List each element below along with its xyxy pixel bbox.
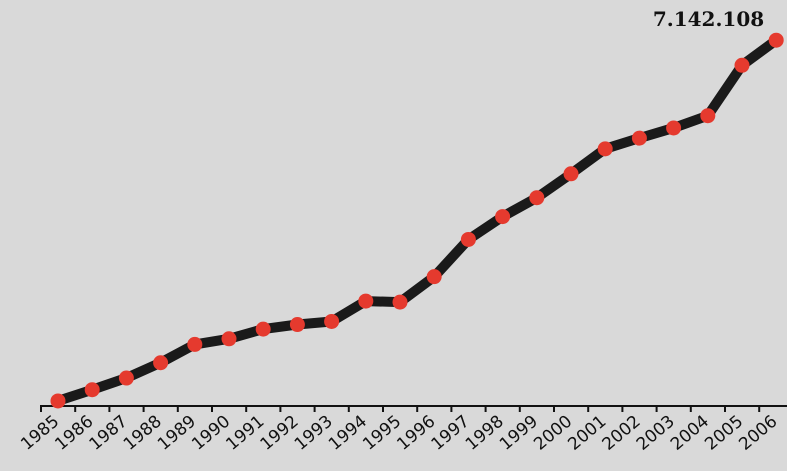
x-tick-label: 2004 (667, 412, 713, 455)
data-point-1987 (118, 370, 134, 386)
data-point-1994 (358, 293, 374, 309)
x-tick-label: 1986 (51, 412, 97, 455)
x-tick-label: 2000 (530, 412, 576, 455)
data-point-1986 (84, 382, 100, 398)
data-point-1992 (289, 317, 305, 333)
x-tick-label: 1988 (120, 412, 166, 455)
x-tick-label: 2005 (701, 412, 747, 455)
x-tick-label: 1999 (496, 412, 542, 455)
data-point-2006 (768, 32, 784, 48)
x-tick-label: 1990 (188, 412, 234, 455)
x-tick-label: 1997 (428, 412, 474, 455)
data-point-1998 (495, 209, 511, 225)
x-tick-label: 1993 (291, 412, 337, 455)
x-tick-label: 2006 (735, 412, 781, 455)
series-line (53, 35, 782, 406)
data-point-2005 (734, 57, 750, 73)
x-tick-label: 2002 (599, 412, 645, 455)
data-point-group (50, 32, 784, 409)
data-point-1990 (221, 331, 237, 347)
data-label-2006: 7.142.108 (653, 7, 764, 31)
x-tick-label: 1987 (86, 412, 132, 455)
x-tick-label: 2003 (633, 412, 679, 455)
data-point-1989 (187, 336, 203, 352)
data-point-1996 (426, 269, 442, 285)
x-tick-label: 1996 (393, 412, 439, 455)
data-point-1999 (529, 190, 545, 206)
data-point-2003 (666, 120, 682, 136)
series-line-group (53, 35, 782, 406)
x-tick-label: 2001 (564, 412, 610, 455)
x-tick-label: 1994 (325, 412, 371, 455)
data-point-1995 (392, 294, 408, 310)
data-point-2002 (631, 130, 647, 146)
x-tick-label: 1992 (257, 412, 303, 455)
data-point-1991 (255, 321, 271, 337)
x-tick-label: 1985 (17, 412, 63, 455)
data-point-1988 (153, 355, 169, 371)
x-axis: 1985198619871988198919901991199219931994… (17, 405, 787, 455)
data-point-1997 (460, 231, 476, 247)
x-tick-label: 1995 (359, 412, 405, 455)
x-tick-label: 1991 (222, 412, 268, 455)
x-tick-label: 1998 (462, 412, 508, 455)
data-point-2001 (597, 141, 613, 157)
data-point-1985 (50, 393, 66, 409)
data-point-1993 (324, 313, 340, 329)
data-point-2000 (563, 166, 579, 182)
x-tick-label: 1989 (154, 412, 200, 455)
data-point-2004 (700, 108, 716, 124)
annotation-group: 7.142.108 (653, 7, 764, 31)
